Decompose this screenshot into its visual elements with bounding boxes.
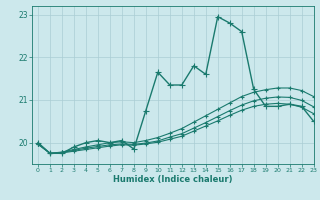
X-axis label: Humidex (Indice chaleur): Humidex (Indice chaleur) — [113, 175, 233, 184]
